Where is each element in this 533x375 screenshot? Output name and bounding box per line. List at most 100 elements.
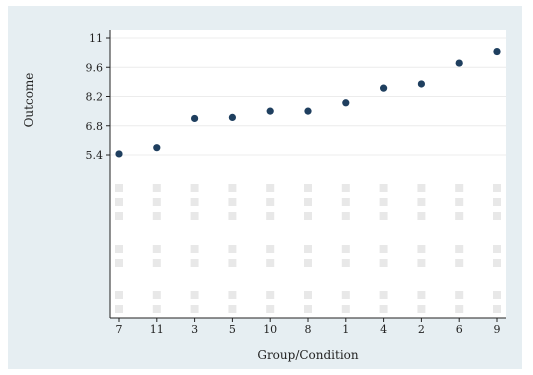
placeholder-square (493, 245, 501, 253)
placeholder-square (228, 291, 237, 299)
placeholder-square (455, 291, 464, 299)
x-tick-label: 3 (191, 323, 198, 336)
placeholder-square (493, 184, 501, 192)
placeholder-square (379, 245, 388, 253)
x-tick-label: 10 (263, 323, 277, 336)
placeholder-square (304, 259, 312, 267)
placeholder-square (115, 259, 123, 267)
placeholder-square (417, 212, 426, 220)
data-point (455, 59, 463, 67)
placeholder-square (341, 291, 350, 299)
placeholder-square (379, 212, 388, 220)
placeholder-square (115, 184, 123, 192)
placeholder-square (190, 291, 199, 299)
placeholder-square (417, 245, 426, 253)
placeholder-square (228, 212, 237, 220)
placeholder-square (341, 305, 350, 313)
placeholder-square (304, 305, 312, 313)
x-tick-label: 7 (116, 323, 123, 336)
placeholder-square (417, 198, 426, 206)
y-tick-label: 9.6 (86, 61, 104, 74)
placeholder-square (228, 305, 237, 313)
placeholder-square (266, 291, 275, 299)
data-point (266, 107, 274, 115)
data-point (493, 47, 501, 56)
placeholder-square (455, 305, 464, 313)
data-point (228, 113, 236, 121)
placeholder-square (115, 245, 123, 253)
x-tick-label: 2 (418, 323, 425, 336)
placeholder-square (455, 245, 464, 253)
placeholder-square (493, 259, 501, 267)
placeholder-square (190, 259, 199, 267)
placeholder-square (152, 184, 161, 192)
placeholder-square (190, 212, 199, 220)
x-axis-title: Group/Condition (257, 348, 359, 362)
placeholder-square (493, 291, 501, 299)
gridlines (110, 37, 506, 156)
data-point (115, 150, 123, 158)
x-tick-label: 5 (229, 323, 236, 336)
y-tick-label: 8.2 (86, 91, 104, 104)
x-ticks: 7 11 3 5 10 8 1 4 2 6 9 (116, 318, 501, 336)
placeholder-square (304, 291, 312, 299)
x-tick-label: 1 (342, 323, 349, 336)
y-axis-title: Outcome (22, 73, 36, 128)
placeholder-square (455, 212, 464, 220)
placeholder-square (152, 305, 161, 313)
placeholder-square (115, 291, 123, 299)
placeholder-square (379, 305, 388, 313)
placeholder-square (455, 198, 464, 206)
y-tick-label: 5.4 (86, 149, 104, 162)
placeholder-square (115, 212, 123, 220)
placeholder-grid (115, 184, 501, 313)
placeholder-square (152, 198, 161, 206)
placeholder-square (115, 305, 123, 313)
placeholder-square (379, 198, 388, 206)
placeholder-square (341, 198, 350, 206)
placeholder-square (379, 184, 388, 192)
placeholder-square (266, 198, 275, 206)
placeholder-square (228, 245, 237, 253)
placeholder-square (266, 245, 275, 253)
placeholder-square (115, 198, 123, 206)
placeholder-square (228, 198, 237, 206)
placeholder-square (379, 259, 388, 267)
placeholder-square (417, 184, 426, 192)
placeholder-square (417, 291, 426, 299)
placeholder-square (190, 245, 199, 253)
x-tick-label: 8 (305, 323, 312, 336)
placeholder-square (190, 184, 199, 192)
placeholder-square (304, 212, 312, 220)
placeholder-square (152, 212, 161, 220)
x-tick-label: 11 (150, 323, 164, 336)
placeholder-square (266, 212, 275, 220)
data-point (304, 107, 312, 115)
placeholder-square (417, 305, 426, 313)
placeholder-square (493, 305, 501, 313)
y-ticks: 5.4 6.8 8.2 9.6 11 (86, 32, 110, 162)
placeholder-square (228, 184, 237, 192)
x-tick-label: 4 (380, 323, 387, 336)
data-points (115, 47, 501, 158)
y-tick-label: 6.8 (86, 120, 104, 133)
placeholder-square (266, 184, 275, 192)
placeholder-square (493, 198, 501, 206)
data-point (342, 99, 350, 107)
placeholder-square (152, 291, 161, 299)
placeholder-square (304, 198, 312, 206)
placeholder-square (228, 259, 237, 267)
placeholder-square (341, 212, 350, 220)
data-point (153, 144, 161, 152)
placeholder-square (266, 259, 275, 267)
placeholder-square (304, 245, 312, 253)
placeholder-square (341, 245, 350, 253)
x-tick-label: 6 (456, 323, 463, 336)
plot-area (110, 30, 506, 318)
x-tick-label: 9 (494, 323, 501, 336)
placeholder-square (379, 291, 388, 299)
placeholder-square (341, 259, 350, 267)
y-tick-label: 11 (89, 32, 103, 45)
placeholder-square (304, 184, 312, 192)
